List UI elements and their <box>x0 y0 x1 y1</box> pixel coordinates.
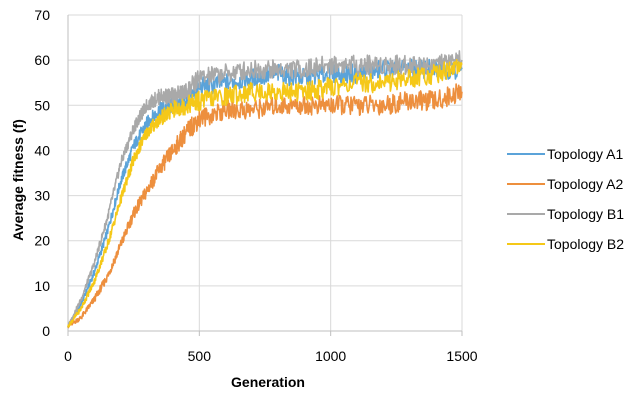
legend-label: Topology B2 <box>547 236 624 252</box>
chart-axes: 0 10 20 30 40 50 60 70 0 500 1000 1500 <box>34 7 477 364</box>
series-line-topology-b2 <box>67 58 463 328</box>
y-tick-label: 60 <box>34 52 50 68</box>
y-tick-label: 10 <box>34 278 50 294</box>
x-tick-label: 1000 <box>315 348 346 364</box>
x-axis-title: Generation <box>231 374 305 390</box>
y-tick-label: 70 <box>34 7 50 23</box>
y-tick-label: 0 <box>42 323 50 339</box>
series-line-topology-a2 <box>67 83 463 329</box>
legend-label: Topology A2 <box>547 176 623 192</box>
y-tick-label: 20 <box>34 233 50 249</box>
series-line-topology-a1 <box>67 58 463 328</box>
legend-label: Topology A1 <box>547 146 623 162</box>
x-tick-label: 1500 <box>446 348 477 364</box>
y-tick-label: 50 <box>34 97 50 113</box>
legend-label: Topology B1 <box>547 206 624 222</box>
y-tick-label: 40 <box>34 142 50 158</box>
chart-legend: Topology A1 Topology A2 Topology B1 Topolog… <box>507 146 624 252</box>
y-axis-title: Average fitness (f) <box>10 119 26 241</box>
series-line-topology-b1 <box>67 50 463 328</box>
chart-series <box>67 50 463 329</box>
x-tick-label: 500 <box>188 348 212 364</box>
y-tick-label: 30 <box>34 188 50 204</box>
x-tick-label: 0 <box>64 348 72 364</box>
